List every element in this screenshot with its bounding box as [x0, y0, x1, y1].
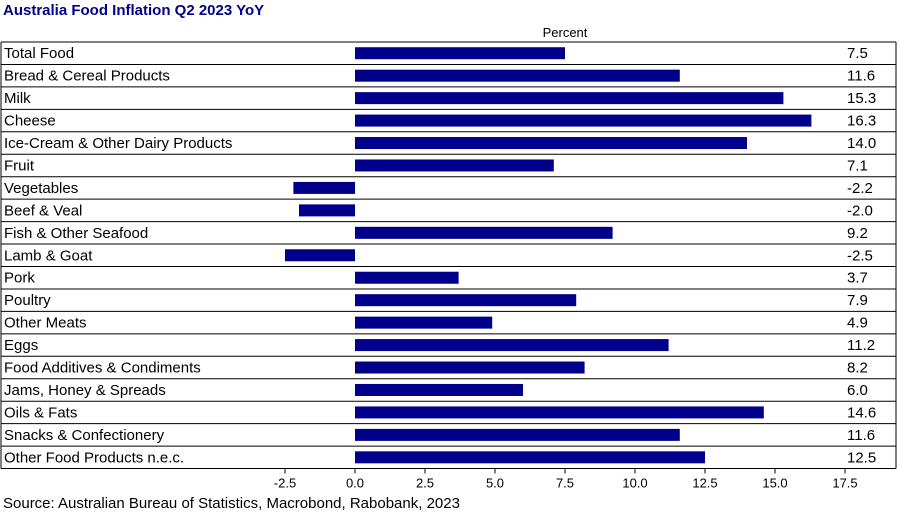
category-label: Fish & Other Seafood: [4, 225, 148, 242]
x-tick-label: -2.5: [274, 476, 296, 491]
x-tick-label: 10.0: [622, 476, 647, 491]
category-label: Bread & Cereal Products: [4, 68, 170, 85]
category-label: Other Food Products n.e.c.: [4, 449, 184, 466]
value-label: 7.9: [847, 292, 868, 309]
bar: [355, 339, 669, 352]
category-label: Cheese: [4, 113, 56, 130]
x-tick-label: 12.5: [692, 476, 717, 491]
value-label: 7.5: [847, 45, 868, 62]
bar: [285, 249, 355, 262]
category-label: Total Food: [4, 45, 74, 62]
value-label: 9.2: [847, 225, 868, 242]
category-label: Oils & Fats: [4, 404, 77, 421]
bar: [355, 226, 613, 239]
bar: [355, 316, 493, 329]
value-label: -2.2: [847, 180, 873, 197]
bar: [355, 159, 554, 172]
value-label: 7.1: [847, 157, 868, 174]
value-label: 11.6: [847, 68, 875, 85]
bar: [355, 294, 577, 307]
bar: [355, 271, 459, 284]
bar: [355, 428, 680, 441]
category-label: Milk: [4, 90, 31, 107]
category-label: Snacks & Confectionery: [4, 427, 165, 444]
category-label: Poultry: [4, 292, 51, 309]
category-label: Food Additives & Condiments: [4, 360, 201, 377]
unit-label: Percent: [543, 25, 588, 40]
value-label: -2.5: [847, 247, 873, 264]
category-label: Fruit: [4, 157, 35, 174]
bar: [355, 137, 747, 150]
value-label: 16.3: [847, 113, 876, 130]
category-label: Ice-Cream & Other Dairy Products: [4, 135, 232, 152]
value-label: 11.2: [847, 337, 875, 354]
x-tick-label: 2.5: [416, 476, 434, 491]
x-tick-label: 7.5: [556, 476, 574, 491]
value-label: 11.6: [847, 427, 875, 444]
value-label: 6.0: [847, 382, 868, 399]
bar: [355, 69, 680, 82]
category-label: Eggs: [4, 337, 38, 354]
value-label: 14.0: [847, 135, 876, 152]
category-label: Beef & Veal: [4, 202, 82, 219]
source-note: Source: Australian Bureau of Statistics,…: [3, 495, 460, 512]
x-tick-label: 15.0: [762, 476, 787, 491]
bar: [355, 406, 764, 419]
category-label: Pork: [4, 270, 35, 287]
bar: [299, 204, 355, 217]
category-label: Jams, Honey & Spreads: [4, 382, 166, 399]
value-label: 3.7: [847, 270, 868, 287]
bar: [355, 383, 523, 396]
value-label: 4.9: [847, 315, 868, 332]
value-label: 15.3: [847, 90, 876, 107]
x-tick-label: 5.0: [486, 476, 504, 491]
category-label: Vegetables: [4, 180, 78, 197]
value-label: 8.2: [847, 360, 868, 377]
chart-title: Australia Food Inflation Q2 2023 YoY: [3, 2, 265, 19]
x-tick-label: 17.5: [832, 476, 857, 491]
category-label: Other Meats: [4, 315, 87, 332]
bar: [355, 451, 705, 464]
bar: [355, 47, 565, 60]
bar: [293, 181, 355, 194]
bar: [355, 114, 812, 127]
value-label: 12.5: [847, 449, 876, 466]
value-label: 14.6: [847, 404, 876, 421]
bar: [355, 361, 585, 374]
bar: [355, 92, 784, 105]
x-tick-label: 0.0: [346, 476, 364, 491]
category-label: Lamb & Goat: [4, 247, 93, 264]
value-label: -2.0: [847, 202, 873, 219]
